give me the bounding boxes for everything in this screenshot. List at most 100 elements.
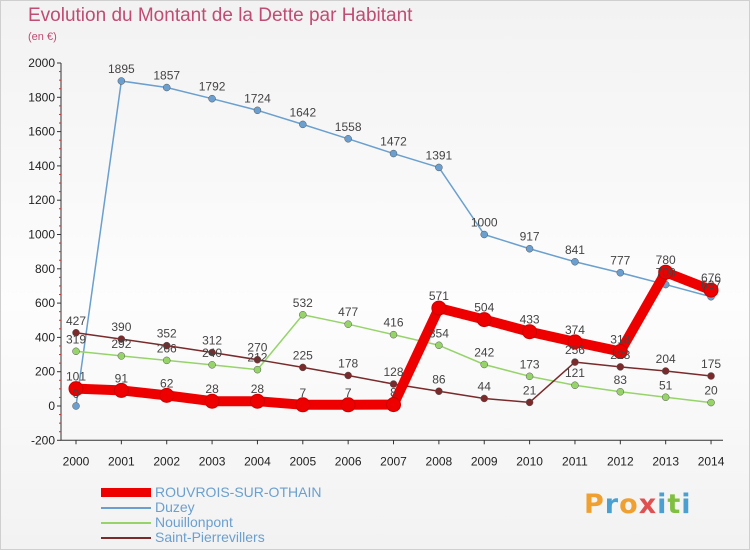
data-label-saint-pierrevillers: 128 bbox=[384, 365, 404, 379]
data-label-saint-pierrevillers: 204 bbox=[656, 352, 676, 366]
data-point-nouillonpont bbox=[571, 381, 579, 389]
y-tick-label: 1600 bbox=[28, 125, 55, 139]
data-label-rouvrois-sur-othain: 571 bbox=[429, 289, 449, 303]
data-label-saint-pierrevillers: 270 bbox=[247, 341, 267, 355]
logo-letter: i bbox=[657, 489, 668, 520]
x-tick-label: 2006 bbox=[335, 454, 362, 468]
data-point-rouvrois-sur-othain bbox=[113, 382, 129, 398]
data-point-duzey bbox=[525, 244, 534, 253]
data-label-duzey: 917 bbox=[520, 230, 540, 244]
data-point-duzey bbox=[571, 258, 579, 266]
data-label-duzey: 841 bbox=[565, 243, 585, 257]
data-point-saint-pierrevillers bbox=[616, 363, 625, 371]
data-label-saint-pierrevillers: 225 bbox=[293, 348, 313, 362]
legend-label: Nouillonpont bbox=[155, 514, 233, 530]
x-tick-label: 2008 bbox=[426, 454, 453, 468]
y-tick-label: 800 bbox=[35, 262, 55, 276]
data-point-rouvrois-sur-othain bbox=[204, 393, 220, 409]
x-tick-label: 2012 bbox=[607, 454, 634, 468]
proxiti-logo: Proxiti bbox=[584, 489, 692, 520]
data-point-saint-pierrevillers bbox=[707, 372, 715, 380]
data-label-saint-pierrevillers: 44 bbox=[478, 379, 492, 393]
data-label-saint-pierrevillers: 312 bbox=[202, 333, 222, 347]
data-label-duzey: 1391 bbox=[426, 148, 453, 162]
data-label-nouillonpont: 242 bbox=[474, 345, 494, 359]
y-tick-label: -200 bbox=[31, 433, 55, 447]
data-label-duzey: 1472 bbox=[380, 135, 407, 149]
data-point-duzey bbox=[162, 83, 171, 92]
data-label-duzey: 1000 bbox=[471, 216, 498, 230]
data-label-rouvrois-sur-othain: 504 bbox=[474, 301, 494, 315]
legend-item-saint-pierrevillers[interactable]: Saint-Pierrevillers bbox=[101, 530, 321, 545]
x-tick-label: 2000 bbox=[63, 454, 90, 468]
data-point-nouillonpont bbox=[661, 393, 670, 402]
legend-swatch-rouvrois bbox=[101, 488, 151, 497]
data-point-duzey bbox=[435, 163, 443, 172]
data-label-nouillonpont: 83 bbox=[614, 373, 628, 387]
legend-item-rouvrois[interactable]: ROUVROIS-SUR-OTHAIN bbox=[101, 485, 321, 500]
data-point-nouillonpont bbox=[389, 330, 398, 339]
data-point-nouillonpont bbox=[72, 347, 80, 356]
data-label-duzey: 1558 bbox=[335, 120, 362, 134]
legend-item-duzey[interactable]: Duzey bbox=[101, 500, 321, 515]
data-label-duzey: 1857 bbox=[153, 69, 180, 83]
data-label-nouillonpont: 121 bbox=[565, 366, 585, 380]
data-label-nouillonpont: 416 bbox=[384, 316, 404, 330]
data-point-nouillonpont bbox=[253, 365, 262, 374]
data-point-duzey bbox=[72, 402, 80, 410]
data-label-duzey: 0 bbox=[73, 387, 80, 401]
data-label-duzey: 708 bbox=[656, 266, 676, 280]
y-tick-label: 2000 bbox=[28, 56, 55, 70]
data-label-duzey: 1895 bbox=[108, 62, 135, 76]
data-label-saint-pierrevillers: 352 bbox=[157, 327, 177, 341]
x-tick-label: 2009 bbox=[471, 454, 498, 468]
y-tick-label: 200 bbox=[35, 365, 55, 379]
legend-label: ROUVROIS-SUR-OTHAIN bbox=[155, 484, 322, 500]
x-tick-label: 2004 bbox=[244, 454, 271, 468]
data-point-saint-pierrevillers bbox=[299, 363, 307, 372]
data-point-nouillonpont bbox=[162, 356, 171, 365]
data-point-saint-pierrevillers bbox=[435, 387, 443, 396]
data-label-rouvrois-sur-othain: 28 bbox=[251, 382, 265, 396]
data-label-nouillonpont: 212 bbox=[247, 351, 267, 365]
data-label-rouvrois-sur-othain: 7 bbox=[345, 386, 352, 400]
legend-label: Saint-Pierrevillers bbox=[155, 529, 265, 545]
data-point-duzey bbox=[389, 149, 398, 158]
data-point-nouillonpont bbox=[435, 341, 443, 350]
legend-swatch-nouillonpont bbox=[101, 521, 151, 524]
data-label-saint-pierrevillers: 427 bbox=[66, 314, 86, 328]
data-label-rouvrois-sur-othain: 676 bbox=[701, 271, 721, 285]
data-label-saint-pierrevillers: 175 bbox=[701, 357, 721, 371]
data-label-saint-pierrevillers: 390 bbox=[111, 320, 131, 334]
x-tick-label: 2010 bbox=[516, 454, 543, 468]
x-tick-label: 2002 bbox=[153, 454, 180, 468]
data-label-nouillonpont: 477 bbox=[338, 305, 358, 319]
logo-letter: o bbox=[619, 489, 639, 520]
data-point-saint-pierrevillers bbox=[571, 358, 579, 366]
legend-item-nouillonpont[interactable]: Nouillonpont bbox=[101, 515, 321, 530]
x-tick-label: 2005 bbox=[289, 454, 316, 468]
data-label-saint-pierrevillers: 178 bbox=[338, 356, 358, 370]
x-tick-label: 2011 bbox=[562, 454, 588, 468]
data-point-saint-pierrevillers bbox=[389, 380, 398, 388]
data-label-duzey: 637 bbox=[701, 278, 721, 292]
data-label-rouvrois-sur-othain: 7 bbox=[299, 386, 306, 400]
data-point-saint-pierrevillers bbox=[208, 348, 216, 357]
data-label-nouillonpont: 173 bbox=[520, 357, 540, 371]
chart-title: Evolution du Montant de la Dette par Hab… bbox=[28, 5, 413, 26]
data-point-duzey bbox=[208, 94, 216, 103]
y-tick-label: 1800 bbox=[28, 90, 55, 104]
legend-swatch-duzey bbox=[101, 506, 151, 509]
data-point-nouillonpont bbox=[117, 352, 126, 360]
data-point-rouvrois-sur-othain bbox=[431, 300, 447, 316]
data-point-nouillonpont bbox=[707, 398, 715, 407]
data-point-nouillonpont bbox=[344, 320, 352, 328]
data-label-saint-pierrevillers: 86 bbox=[432, 372, 446, 386]
data-point-rouvrois-sur-othain bbox=[386, 397, 402, 413]
data-label-rouvrois-sur-othain: 28 bbox=[205, 382, 219, 396]
data-point-nouillonpont bbox=[525, 372, 534, 381]
data-point-duzey bbox=[117, 77, 126, 85]
y-tick-label: 600 bbox=[35, 296, 55, 310]
data-point-rouvrois-sur-othain bbox=[159, 387, 175, 403]
data-label-rouvrois-sur-othain: 91 bbox=[115, 371, 129, 385]
